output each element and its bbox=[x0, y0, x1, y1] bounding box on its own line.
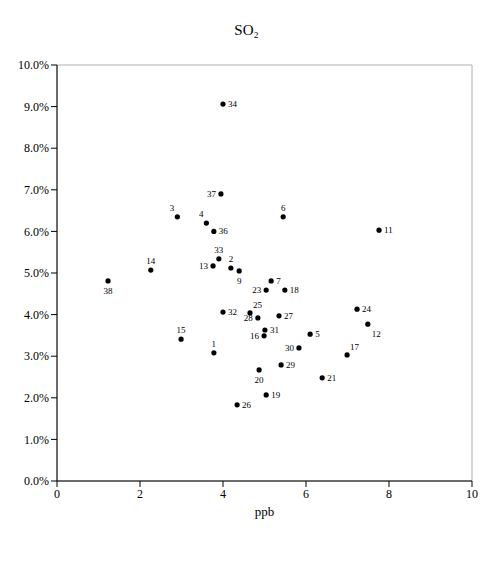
svg-text:23: 23 bbox=[252, 285, 262, 295]
svg-text:37: 37 bbox=[207, 189, 217, 199]
svg-text:6.0%: 6.0% bbox=[24, 225, 49, 239]
svg-text:1: 1 bbox=[212, 339, 217, 349]
svg-text:14: 14 bbox=[146, 256, 156, 266]
svg-text:6: 6 bbox=[303, 487, 309, 501]
svg-text:32: 32 bbox=[228, 307, 237, 317]
svg-text:3: 3 bbox=[170, 203, 175, 213]
svg-text:1.0%: 1.0% bbox=[24, 433, 49, 447]
svg-text:15: 15 bbox=[177, 325, 187, 335]
svg-text:10: 10 bbox=[466, 487, 478, 501]
svg-text:7.0%: 7.0% bbox=[24, 183, 49, 197]
svg-text:30: 30 bbox=[285, 343, 295, 353]
svg-text:4: 4 bbox=[199, 209, 204, 219]
svg-text:16: 16 bbox=[250, 331, 260, 341]
svg-text:2: 2 bbox=[229, 254, 234, 264]
svg-text:27: 27 bbox=[284, 311, 294, 321]
svg-text:8.0%: 8.0% bbox=[24, 141, 49, 155]
svg-text:18: 18 bbox=[290, 285, 300, 295]
svg-text:21: 21 bbox=[327, 373, 336, 383]
svg-text:12: 12 bbox=[372, 329, 381, 339]
svg-text:33: 33 bbox=[214, 245, 224, 255]
svg-text:4.0%: 4.0% bbox=[24, 308, 49, 322]
svg-text:36: 36 bbox=[219, 226, 229, 236]
svg-text:3.0%: 3.0% bbox=[24, 349, 49, 363]
svg-text:19: 19 bbox=[271, 390, 281, 400]
svg-text:5: 5 bbox=[315, 329, 320, 339]
svg-text:6: 6 bbox=[281, 203, 286, 213]
svg-text:28: 28 bbox=[244, 313, 254, 323]
svg-text:2.0%: 2.0% bbox=[24, 391, 49, 405]
svg-text:38: 38 bbox=[104, 286, 114, 296]
svg-text:10.0%: 10.0% bbox=[18, 58, 49, 72]
svg-text:9: 9 bbox=[237, 276, 242, 286]
svg-text:5.0%: 5.0% bbox=[24, 266, 49, 280]
svg-text:9.0%: 9.0% bbox=[24, 100, 49, 114]
svg-text:13: 13 bbox=[199, 261, 209, 271]
svg-text:17: 17 bbox=[350, 342, 360, 352]
svg-text:25: 25 bbox=[253, 300, 263, 310]
svg-text:0.0%: 0.0% bbox=[24, 474, 49, 488]
svg-text:29: 29 bbox=[286, 360, 296, 370]
svg-text:26: 26 bbox=[242, 400, 252, 410]
html-text:SO₂: SO₂ bbox=[234, 22, 259, 38]
svg-text:20: 20 bbox=[255, 375, 265, 385]
svg-text:0: 0 bbox=[54, 487, 60, 501]
svg-text:11: 11 bbox=[384, 225, 393, 235]
svg-text:ppb: ppb bbox=[255, 504, 275, 519]
svg-text:34: 34 bbox=[228, 99, 238, 109]
svg-text:2: 2 bbox=[137, 487, 143, 501]
svg-text:31: 31 bbox=[270, 325, 279, 335]
svg-text:4: 4 bbox=[220, 487, 226, 501]
svg-text:8: 8 bbox=[386, 487, 392, 501]
svg-text:24: 24 bbox=[362, 304, 372, 314]
svg-text:7: 7 bbox=[276, 276, 281, 286]
